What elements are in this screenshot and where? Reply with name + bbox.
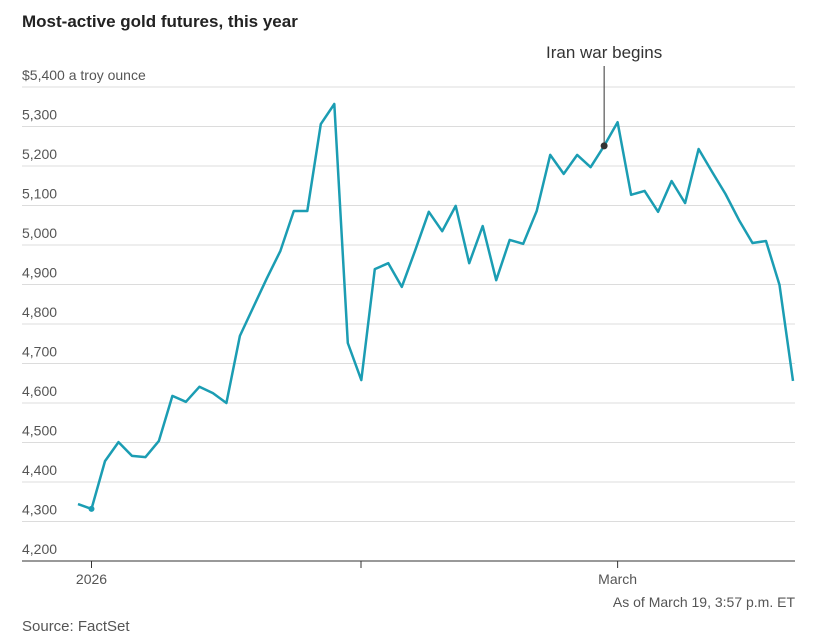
y-tick-label: 5,000 bbox=[22, 225, 57, 241]
y-tick-label: 5,300 bbox=[22, 107, 57, 123]
y-tick-label: 4,300 bbox=[22, 502, 57, 518]
y-tick-label: 4,700 bbox=[22, 344, 57, 360]
x-tick-label: 2026 bbox=[76, 571, 107, 587]
data-line bbox=[77, 102, 795, 511]
y-tick-label: 4,800 bbox=[22, 304, 57, 320]
y-tick-label: 4,500 bbox=[22, 423, 57, 439]
y-tick-label: 5,200 bbox=[22, 146, 57, 162]
y-tick-label: 5,100 bbox=[22, 186, 57, 202]
annotation-text: Iran war begins bbox=[546, 43, 662, 62]
chart-title: Most-active gold futures, this year bbox=[22, 12, 298, 31]
source: Source: FactSet bbox=[22, 618, 130, 635]
y-tick-label: 4,600 bbox=[22, 383, 57, 399]
x-tick-label: March bbox=[598, 571, 637, 587]
y-tick-label: 4,200 bbox=[22, 541, 57, 557]
y-tick-label: 4,400 bbox=[22, 462, 57, 478]
annotation-dot bbox=[600, 142, 608, 150]
y-tick-label: 4,900 bbox=[22, 265, 57, 281]
y-tick-label: $5,400 a troy ounce bbox=[22, 67, 146, 83]
start-dot bbox=[88, 505, 95, 512]
note: As of March 19, 3:57 p.m. ET bbox=[613, 594, 796, 610]
